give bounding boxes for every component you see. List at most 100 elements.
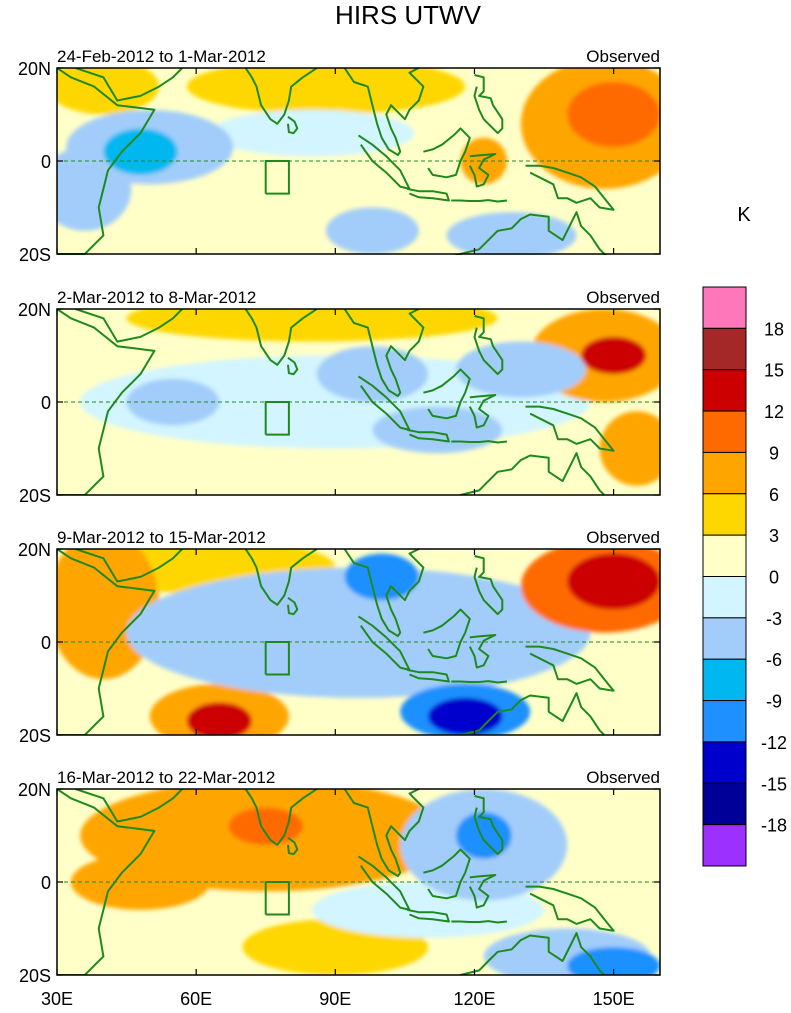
colorbar-level-label: 18 <box>764 319 784 339</box>
colorbar-swatch <box>702 369 747 412</box>
coastline <box>233 309 318 366</box>
contour-region <box>70 854 211 910</box>
coastline <box>343 309 425 397</box>
colorbar-swatch <box>702 451 747 495</box>
coastline <box>57 309 156 495</box>
coastline <box>457 452 606 495</box>
y-tick-label: 0 <box>41 633 51 653</box>
coastline <box>57 68 156 255</box>
map-panel: 20N 0 20S 9-Mar-2012 to 15-Mar-2012 Observed <box>18 528 661 746</box>
coastline <box>75 68 183 102</box>
map-panel: 20N 0 20S 2-Mar-2012 to 8-Mar-2012 Observed <box>18 288 661 506</box>
y-tick-label: 20N <box>18 540 51 560</box>
colorbar-swatch <box>702 493 747 536</box>
coastline <box>473 555 504 616</box>
y-tick-label: 20S <box>19 726 51 746</box>
x-axis: 30E 60E 90E 120E 150E <box>41 989 635 1009</box>
coastline <box>407 668 450 683</box>
contour-region <box>428 697 503 735</box>
panel-observed-label: Observed <box>586 47 660 66</box>
colorbar-swatch <box>702 576 747 619</box>
contour-field <box>57 549 660 735</box>
y-tick-label: 0 <box>41 393 51 413</box>
coastline <box>343 549 425 637</box>
x-tick-label: 90E <box>319 989 351 1009</box>
contour-region <box>57 147 132 231</box>
coastline <box>343 68 425 156</box>
coastline <box>287 356 299 376</box>
colorbar-level-label: 15 <box>764 361 784 381</box>
contour-region <box>210 109 415 157</box>
coastline <box>525 405 615 452</box>
contour-region <box>126 567 591 698</box>
contour-region <box>57 549 160 680</box>
contour-region <box>567 947 660 975</box>
coastline <box>468 874 497 909</box>
coastline <box>525 164 615 211</box>
coastline <box>451 680 508 684</box>
coastlines <box>57 309 615 495</box>
contour-field <box>57 68 660 255</box>
y-tick-label: 20S <box>19 245 51 265</box>
chart-title: HIRS UTWV <box>335 0 482 30</box>
colorbar-swatch <box>702 700 747 743</box>
colorbar-swatch <box>702 410 747 453</box>
panel-period-label: 9-Mar-2012 to 15-Mar-2012 <box>57 528 266 547</box>
colorbar-level-label: -9 <box>766 692 782 712</box>
colorbar-swatch <box>702 327 747 371</box>
coastline <box>468 153 497 188</box>
colorbar-level-label: -3 <box>766 609 782 629</box>
contour-region <box>316 346 429 402</box>
x-tick-label: 30E <box>41 989 73 1009</box>
contour-region <box>599 411 660 486</box>
contour-region <box>446 212 577 255</box>
y-tick-label: 20S <box>19 486 51 506</box>
colorbar-level-label: 6 <box>769 485 779 505</box>
coastline <box>233 549 318 606</box>
colorbar-swatch <box>702 617 747 660</box>
coastline <box>473 74 504 135</box>
coastline <box>233 68 318 125</box>
map-panel: 20N 0 20S 16-Mar-2012 to 22-Mar-2012 Observe… <box>18 768 661 986</box>
colorbar-swatch <box>702 286 747 329</box>
coastline <box>233 789 318 846</box>
map-panel: 20N 0 20S 24-Feb-2012 to 1-Mar-2012 Observed <box>18 47 661 265</box>
colorbar-level-label: -6 <box>766 650 782 670</box>
panel-period-label: 2-Mar-2012 to 8-Mar-2012 <box>57 288 256 307</box>
panel-observed-label: Observed <box>586 288 660 307</box>
colorbar: 18 15 12 9 6 3 0 -3 -6 -9 -12 -15 -18 <box>702 286 787 867</box>
coastline <box>451 199 508 203</box>
coastline <box>57 549 156 735</box>
coastline <box>468 634 497 669</box>
colorbar-level-label: -15 <box>761 774 787 794</box>
coastline <box>75 549 183 583</box>
coastline <box>75 789 183 823</box>
colorbar-swatch <box>702 534 747 578</box>
contour-region <box>455 341 586 398</box>
coastlines <box>57 789 615 975</box>
colorbar-level-label: 9 <box>769 443 779 463</box>
coastline <box>287 596 299 616</box>
x-tick-label: 60E <box>180 989 212 1009</box>
colorbar-level-label: -12 <box>761 733 787 753</box>
panel-period-label: 16-Mar-2012 to 22-Mar-2012 <box>57 768 275 787</box>
colorbar-swatch <box>702 741 747 784</box>
coastline <box>525 885 615 932</box>
contour-region <box>567 81 660 148</box>
coastline <box>423 848 471 900</box>
colorbar-level-label: 3 <box>769 526 779 546</box>
coastline <box>343 789 425 877</box>
panels: 20N 0 20S 24-Feb-2012 to 1-Mar-2012 Observed… <box>18 47 661 986</box>
colorbar-swatch <box>702 824 747 867</box>
coastline <box>457 932 606 975</box>
coastline <box>57 789 156 975</box>
coastline <box>407 428 450 443</box>
coastline <box>407 187 450 202</box>
panel-observed-label: Observed <box>586 768 660 787</box>
colorbar-swatch <box>702 658 747 702</box>
colorbar-level-label: -18 <box>761 816 787 836</box>
contour-region <box>126 309 498 342</box>
coastline <box>451 920 508 924</box>
contour-region <box>455 812 512 859</box>
